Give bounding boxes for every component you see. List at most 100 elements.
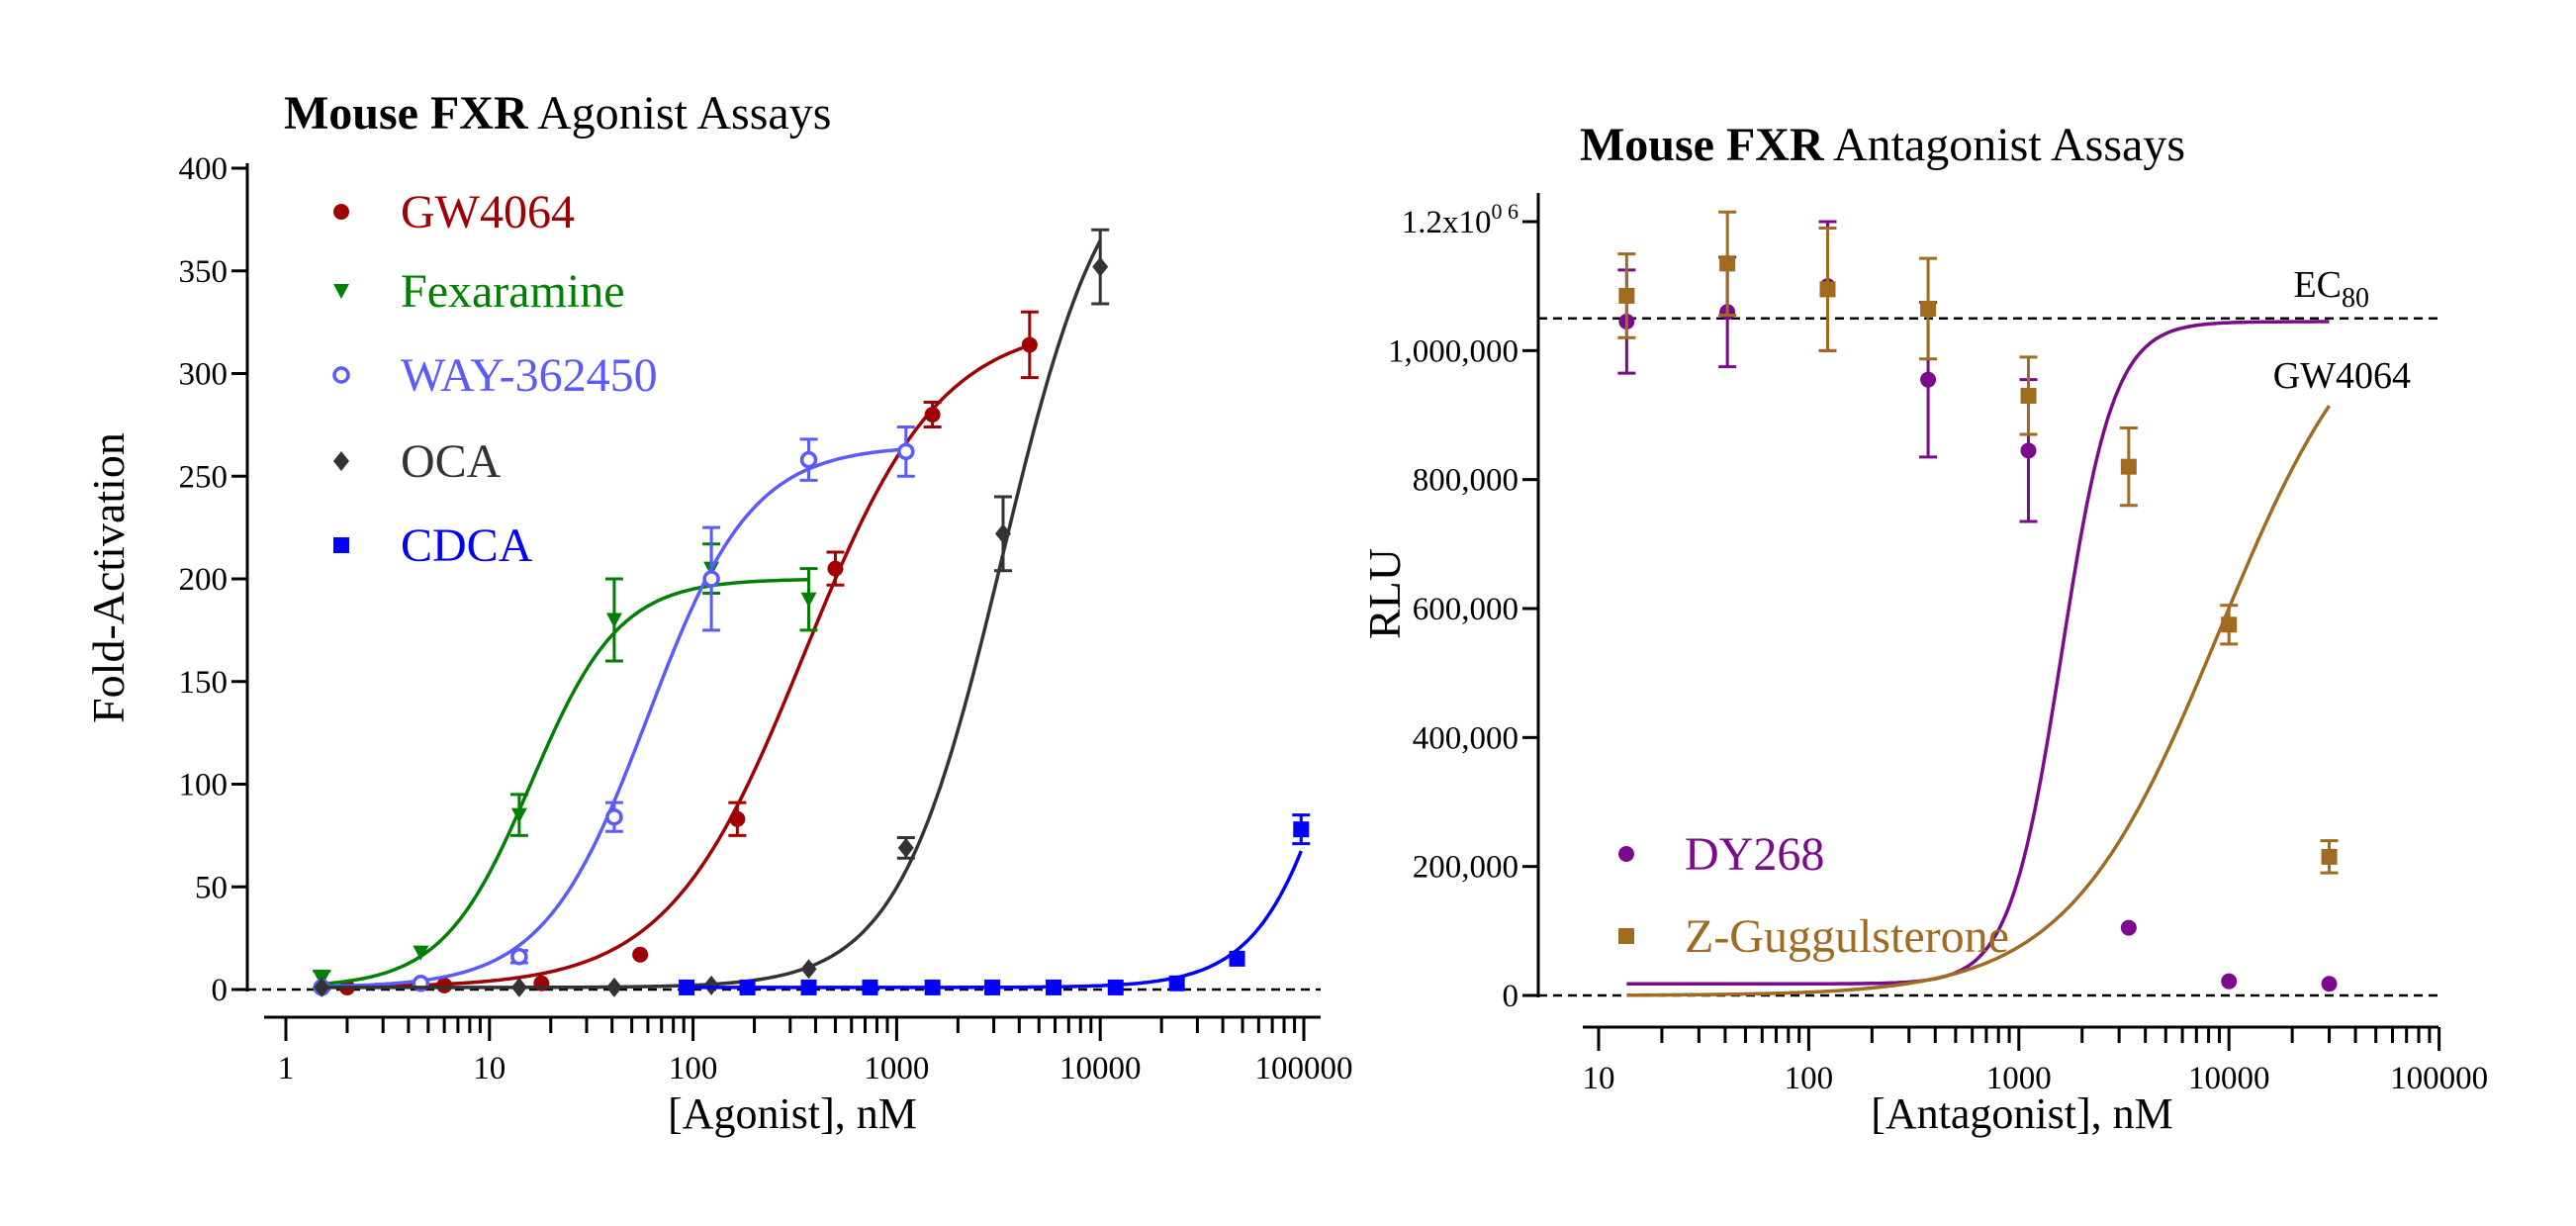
- x-tick-label: 1000: [1986, 1061, 2052, 1096]
- data-point-z-guggulsterone: [2120, 458, 2137, 475]
- x-tick-label: 10000: [2188, 1061, 2270, 1096]
- data-point-gw4064: [436, 977, 453, 993]
- y-tick-label: 150: [179, 665, 229, 701]
- title-bold: Mouse FXR: [1580, 119, 1825, 171]
- data-point-cdca: [924, 979, 941, 995]
- data-point-z-guggulsterone: [2321, 848, 2338, 865]
- data-point-dy268: [1920, 371, 1937, 388]
- data-point-cdca: [984, 979, 1001, 995]
- series-fexaramine: [313, 542, 818, 990]
- legend-item-cdca: CDCA: [333, 519, 533, 572]
- legend-item-way-362450: WAY-362450: [332, 349, 658, 402]
- data-point-way-362450: [605, 807, 623, 826]
- data-point-cdca: [800, 979, 817, 995]
- chart-title: Mouse FXR Agonist Assays: [284, 87, 831, 140]
- data-point-gw4064: [1021, 336, 1038, 353]
- y-tick-label: 350: [179, 254, 229, 290]
- chart-title: Mouse FXR Antagonist Assays: [1580, 119, 2185, 171]
- y-tick-label: 800,000: [1413, 463, 1518, 499]
- data-point-gw4064: [827, 560, 844, 577]
- legend-marker-oca: [333, 451, 349, 471]
- data-point-way-362450: [897, 442, 915, 461]
- data-point-gw4064: [729, 810, 746, 827]
- fit-curve-dy268: [1626, 320, 2330, 987]
- legend-label: OCA: [401, 435, 502, 488]
- legend-marker-z-guggulsterone: [1618, 928, 1634, 944]
- fit-curve-z-guggulsterone: [1626, 405, 2331, 997]
- data-point-oca: [897, 837, 914, 858]
- series-cdca: [679, 813, 1311, 995]
- x-tick-label: 10: [1583, 1061, 1615, 1096]
- legend-item-oca: OCA: [333, 435, 502, 488]
- data-point-cdca: [862, 979, 878, 995]
- data-point-z-guggulsterone: [1618, 287, 1635, 304]
- title-rest: Antagonist Assays: [1824, 119, 2185, 171]
- data-point-z-guggulsterone: [2221, 616, 2238, 633]
- legend-item-z-guggulsterone: Z-Guggulsterone: [1618, 910, 2009, 963]
- y-tick-label: 50: [195, 870, 228, 905]
- fit-curve-cdca: [687, 850, 1303, 990]
- data-point-oca: [1092, 256, 1109, 277]
- x-tick-label: 100: [1785, 1061, 1834, 1096]
- series-way-362450: [313, 424, 915, 996]
- y-tick-label: 0: [1503, 979, 1519, 1014]
- x-tick-label: 1000: [864, 1051, 929, 1086]
- legend-label: GW4064: [401, 186, 575, 238]
- data-point-dy268: [2120, 919, 2137, 936]
- data-point-way-362450: [799, 450, 818, 469]
- data-point-z-guggulsterone: [1719, 255, 1736, 272]
- data-point-fexaramine: [800, 592, 817, 608]
- x-tick-label: 100: [669, 1051, 718, 1086]
- series-oca: [314, 228, 1110, 997]
- legend-marker-fexaramine: [333, 284, 349, 299]
- fit-curve-fexaramine: [322, 578, 809, 987]
- data-point-way-362450: [510, 948, 528, 966]
- y-tick-label: 1,000,000: [1388, 333, 1518, 369]
- legend-label: WAY-362450: [401, 349, 658, 402]
- data-point-cdca: [1293, 821, 1310, 838]
- y-tick-label: 200,000: [1413, 850, 1518, 886]
- data-point-oca: [994, 523, 1011, 544]
- data-point-oca: [510, 977, 527, 997]
- ec80-label: EC80: [2293, 264, 2369, 314]
- data-point-way-362450: [702, 570, 720, 588]
- y-tick-label: 100: [179, 768, 229, 803]
- legend-label: CDCA: [401, 519, 533, 572]
- title-bold: Mouse FXR: [284, 87, 529, 140]
- data-point-fexaramine: [413, 945, 429, 961]
- data-point-gw4064: [632, 946, 649, 963]
- chart-agonist: Mouse FXR Agonist Assays 0 50 100 150 200 250 3…: [83, 87, 1353, 1138]
- y-tick-label: 250: [179, 459, 229, 495]
- data-point-gw4064: [924, 407, 941, 423]
- data-point-cdca: [1229, 950, 1245, 967]
- y-tick-label: 300: [179, 357, 229, 393]
- fit-curve-gw4064: [347, 343, 1031, 989]
- y-axis-label: Fold-Activation: [83, 432, 134, 723]
- legend-item-dy268: DY268: [1618, 828, 1824, 881]
- y-tick-label: 200: [179, 562, 229, 598]
- legend-marker-way-362450: [332, 366, 350, 384]
- legend-label: Z-Guggulsterone: [1685, 910, 2009, 963]
- data-point-z-guggulsterone: [1819, 281, 1836, 298]
- legend-label: Fexaramine: [401, 265, 625, 318]
- ec80-label-main: EC: [2293, 264, 2342, 306]
- x-tick-label: 1: [278, 1051, 295, 1086]
- data-point-cdca: [1168, 975, 1185, 991]
- data-point-fexaramine: [510, 807, 527, 823]
- data-point-cdca: [1107, 979, 1124, 995]
- y-tick-label: 0: [212, 973, 229, 1008]
- legend-item-gw4064: GW4064: [333, 186, 575, 238]
- data-point-z-guggulsterone: [1920, 300, 1937, 317]
- y-tick-label-base: 1.2x10: [1402, 205, 1492, 240]
- legend-marker-cdca: [333, 537, 349, 553]
- legend-item-fexaramine: Fexaramine: [333, 265, 625, 318]
- data-point-oca: [703, 975, 720, 995]
- title-rest: Agonist Assays: [528, 87, 832, 140]
- data-point-cdca: [1046, 979, 1062, 995]
- y-tick-label: 1.2x100 6: [1402, 199, 1518, 240]
- ec80-label-subscript: 80: [2342, 283, 2369, 314]
- x-axis-label: [Agonist], nM: [668, 1089, 917, 1138]
- data-point-fexaramine: [605, 613, 622, 628]
- x-tick-label: 100000: [1255, 1051, 1353, 1086]
